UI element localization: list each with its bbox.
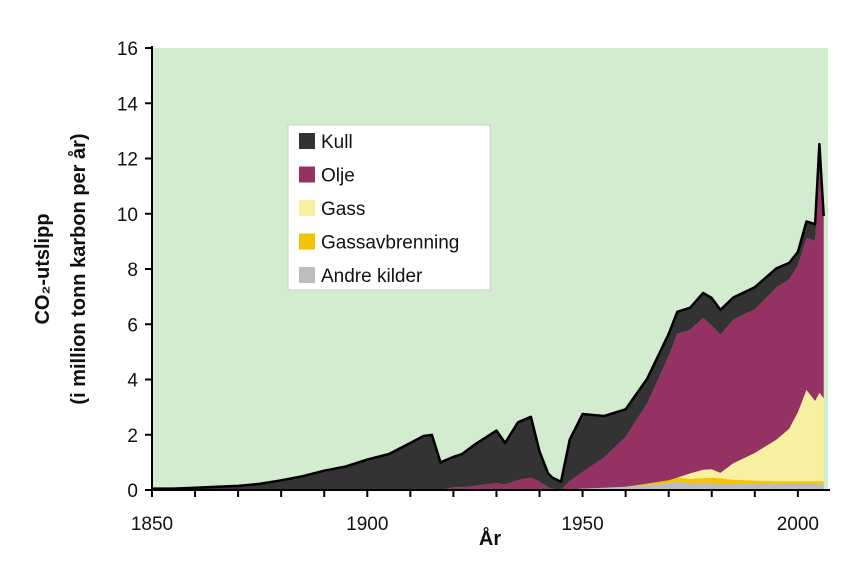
legend-label-gass: Gass <box>321 199 365 220</box>
legend-box <box>287 124 491 291</box>
x-tick-label: 1850 <box>131 514 173 535</box>
x-tick-label: 1950 <box>561 514 603 535</box>
legend-swatch-gass <box>299 200 315 216</box>
legend-swatch-kull <box>299 133 315 149</box>
y-tick-label: 12 <box>117 150 138 171</box>
area-kull <box>152 144 824 490</box>
legend-swatch-olje <box>299 166 315 183</box>
y-tick-label: 14 <box>117 94 139 115</box>
y-tick-label: 10 <box>117 205 138 226</box>
y-tick-label: 4 <box>127 371 138 392</box>
x-axis-title: År <box>479 526 501 550</box>
legend-swatch-andre-kilder <box>299 267 315 283</box>
x-axis-ticks: 1850 1900 1950 2000 <box>131 490 819 535</box>
y-tick-label: 6 <box>127 315 138 336</box>
x-tick-label: 2000 <box>777 514 819 535</box>
series-areas <box>152 144 824 491</box>
area-andre-kilder <box>152 481 824 490</box>
legend-label-kull: Kull <box>321 132 353 153</box>
x-tick-label: 1900 <box>346 514 388 535</box>
area-gass <box>152 390 824 490</box>
y-axis-ticks: 0 2 4 6 8 10 12 14 16 <box>117 39 152 502</box>
y-tick-label: 8 <box>127 260 138 281</box>
area-olje <box>152 171 824 491</box>
y-axis-title-line2: (i million tonn karbon per år) <box>67 133 90 404</box>
legend-label-andre-kilder: Andre kilder <box>321 266 423 287</box>
legend-label-gassavbrenning: Gassavbrenning <box>321 233 459 254</box>
y-tick-label: 2 <box>127 426 138 447</box>
y-tick-label: 16 <box>117 39 138 60</box>
legend-label-olje: Olje <box>321 166 355 187</box>
legend-swatch-gassavbrenning <box>299 233 315 250</box>
total-emissions-outline <box>152 142 825 490</box>
legend: Kull Olje Gass Gassavbrenning Andre kilder <box>287 124 491 291</box>
y-axis-title-line1: CO₂-utslipp <box>32 213 54 324</box>
y-tick-label: 0 <box>127 481 138 502</box>
legend-items: Kull Olje Gass Gassavbrenning Andre kilder <box>299 132 459 287</box>
